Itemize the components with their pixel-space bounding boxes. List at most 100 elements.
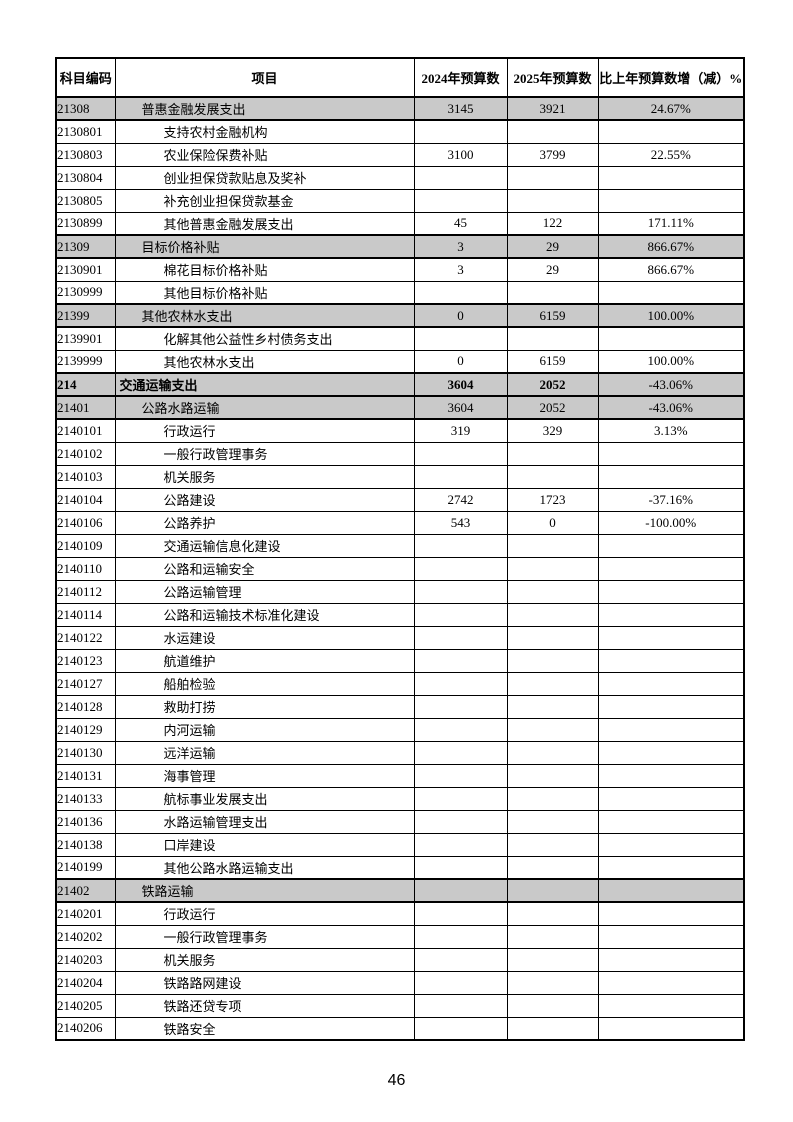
cell-code: 2140205 (55, 993, 116, 1018)
cell-item: 其他公路水路运输支出 (114, 855, 415, 880)
cell-budget-2024: 3145 (413, 96, 508, 121)
cell-budget-2024 (413, 165, 508, 190)
cell-code: 2140202 (55, 924, 116, 949)
cell-budget-2024: 2742 (413, 487, 508, 512)
cell-code: 2140199 (55, 855, 116, 880)
cell-item: 其他目标价格补贴 (114, 280, 415, 305)
table-body: 21308 普惠金融发展支出 3145 3921 24.67% 2130801 支持农村金融… (55, 96, 745, 1041)
cell-budget-2025 (506, 947, 599, 972)
cell-change-pct: 866.67% (597, 234, 745, 259)
cell-budget-2025 (506, 119, 599, 144)
cell-change-pct (597, 625, 745, 650)
cell-change-pct: 24.67% (597, 96, 745, 121)
cell-budget-2024 (413, 947, 508, 972)
cell-budget-2024: 319 (413, 418, 508, 443)
table-row: 21309 目标价格补贴 3 29 866.67% (55, 234, 745, 259)
cell-item: 行政运行 (114, 418, 415, 443)
cell-budget-2024 (413, 970, 508, 995)
table-row: 2140101 行政运行 319 329 3.13% (55, 418, 745, 443)
table-row: 2140205 铁路还贷专项 (55, 993, 745, 1018)
column-header-budget-2024: 2024年预算数 (413, 57, 508, 98)
cell-item: 远洋运输 (114, 740, 415, 765)
table-row: 2140127 船舶检验 (55, 671, 745, 696)
cell-change-pct (597, 441, 745, 466)
cell-change-pct (597, 717, 745, 742)
column-header-item: 项目 (114, 57, 415, 98)
cell-item: 航道维护 (114, 648, 415, 673)
cell-budget-2025: 29 (506, 257, 599, 282)
cell-code: 2140129 (55, 717, 116, 742)
cell-budget-2024 (413, 832, 508, 857)
cell-code: 2130805 (55, 188, 116, 213)
cell-change-pct: -43.06% (597, 372, 745, 397)
cell-change-pct (597, 740, 745, 765)
cell-budget-2025: 6159 (506, 303, 599, 328)
cell-budget-2024 (413, 671, 508, 696)
cell-code: 2139901 (55, 326, 116, 351)
cell-budget-2024 (413, 648, 508, 673)
cell-change-pct (597, 671, 745, 696)
table-row: 2140110 公路和运输安全 (55, 556, 745, 581)
cell-code: 2140138 (55, 832, 116, 857)
cell-budget-2024: 3100 (413, 142, 508, 167)
cell-item: 一般行政管理事务 (114, 441, 415, 466)
cell-change-pct (597, 556, 745, 581)
cell-budget-2025 (506, 901, 599, 926)
table-row: 2140128 救助打捞 (55, 694, 745, 719)
cell-budget-2025: 0 (506, 510, 599, 535)
table-row: 2140136 水路运输管理支出 (55, 809, 745, 834)
table-row: 2140114 公路和运输技术标准化建设 (55, 602, 745, 627)
cell-budget-2024 (413, 717, 508, 742)
cell-budget-2025 (506, 188, 599, 213)
cell-change-pct (597, 901, 745, 926)
cell-item: 交通运输支出 (114, 372, 415, 397)
table-row: 2139999 其他农林水支出 0 6159 100.00% (55, 349, 745, 374)
cell-budget-2024 (413, 326, 508, 351)
cell-change-pct (597, 924, 745, 949)
table-row: 2130805 补充创业担保贷款基金 (55, 188, 745, 213)
table-row: 2130901 棉花目标价格补贴 3 29 866.67% (55, 257, 745, 282)
cell-change-pct (597, 280, 745, 305)
cell-code: 2140112 (55, 579, 116, 604)
cell-item: 一般行政管理事务 (114, 924, 415, 949)
table-row: 2130801 支持农村金融机构 (55, 119, 745, 144)
cell-change-pct (597, 119, 745, 144)
cell-code: 2140110 (55, 556, 116, 581)
cell-budget-2024 (413, 694, 508, 719)
cell-item: 水运建设 (114, 625, 415, 650)
cell-change-pct: 100.00% (597, 303, 745, 328)
cell-budget-2025 (506, 165, 599, 190)
cell-change-pct (597, 188, 745, 213)
cell-item: 公路运输管理 (114, 579, 415, 604)
cell-budget-2025 (506, 441, 599, 466)
cell-budget-2025: 122 (506, 211, 599, 236)
cell-code: 2140206 (55, 1016, 116, 1041)
cell-item: 海事管理 (114, 763, 415, 788)
cell-change-pct (597, 694, 745, 719)
cell-item: 支持农村金融机构 (114, 119, 415, 144)
cell-change-pct (597, 602, 745, 627)
cell-budget-2024 (413, 441, 508, 466)
cell-change-pct (597, 832, 745, 857)
table-row: 21401 公路水路运输 3604 2052 -43.06% (55, 395, 745, 420)
cell-budget-2025: 3921 (506, 96, 599, 121)
table-row: 2140206 铁路安全 (55, 1016, 745, 1041)
cell-code: 2130803 (55, 142, 116, 167)
cell-code: 2140106 (55, 510, 116, 535)
cell-budget-2024: 3 (413, 234, 508, 259)
cell-item: 公路建设 (114, 487, 415, 512)
table-row: 2140204 铁路路网建设 (55, 970, 745, 995)
cell-code: 2130999 (55, 280, 116, 305)
cell-budget-2024: 3604 (413, 395, 508, 420)
cell-budget-2024 (413, 740, 508, 765)
cell-change-pct: 171.11% (597, 211, 745, 236)
cell-code: 214 (55, 372, 116, 397)
cell-budget-2024 (413, 993, 508, 1018)
cell-budget-2024 (413, 579, 508, 604)
table-row: 2140102 一般行政管理事务 (55, 441, 745, 466)
cell-budget-2024 (413, 855, 508, 880)
cell-item: 化解其他公益性乡村债务支出 (114, 326, 415, 351)
cell-change-pct (597, 809, 745, 834)
cell-code: 2140101 (55, 418, 116, 443)
